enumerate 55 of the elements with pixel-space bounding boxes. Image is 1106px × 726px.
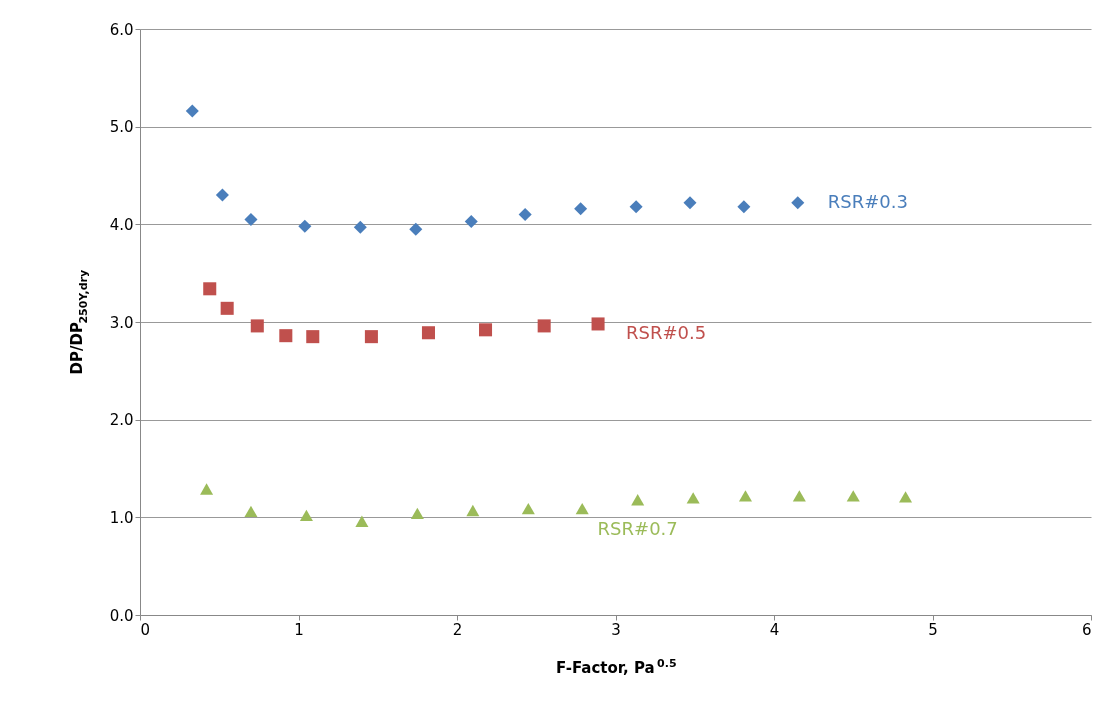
series-label: RSR#0.5 bbox=[626, 321, 707, 343]
point bbox=[899, 491, 913, 503]
point bbox=[738, 490, 752, 502]
point bbox=[591, 317, 605, 331]
point bbox=[792, 490, 806, 502]
y-tick-label: 5.0 bbox=[109, 118, 134, 137]
point bbox=[353, 220, 367, 234]
point bbox=[220, 301, 234, 315]
point bbox=[298, 219, 312, 233]
point bbox=[215, 188, 229, 202]
point bbox=[629, 200, 643, 214]
point bbox=[355, 515, 369, 527]
point bbox=[737, 200, 751, 214]
point bbox=[479, 323, 493, 337]
x-tick-label: 0 bbox=[140, 620, 151, 639]
point bbox=[421, 326, 435, 340]
point bbox=[791, 196, 805, 210]
point bbox=[203, 282, 217, 296]
y-tick-label: 3.0 bbox=[109, 313, 134, 332]
x-tick-label: 6 bbox=[1081, 620, 1092, 639]
x-tick-label: 4 bbox=[769, 620, 780, 639]
point bbox=[244, 212, 258, 226]
point bbox=[574, 202, 588, 216]
x-tick-label: 5 bbox=[928, 620, 938, 639]
point bbox=[306, 330, 320, 344]
point bbox=[185, 104, 199, 118]
y-tick-label: 1.0 bbox=[109, 508, 134, 527]
x-tick-label: 1 bbox=[294, 620, 304, 639]
point bbox=[575, 502, 589, 515]
point bbox=[631, 494, 645, 506]
point bbox=[683, 196, 697, 210]
series-label: RSR#0.3 bbox=[827, 190, 908, 212]
point bbox=[279, 329, 293, 343]
y-axis-title: DP/DP250Y,dry bbox=[68, 269, 90, 375]
y-tick-label: 6.0 bbox=[109, 20, 134, 39]
point bbox=[846, 490, 860, 502]
point bbox=[244, 505, 258, 518]
y-tick-label: 2.0 bbox=[109, 411, 134, 430]
point bbox=[537, 319, 551, 333]
point bbox=[521, 502, 535, 515]
point bbox=[466, 504, 480, 517]
point bbox=[250, 319, 264, 333]
x-tick-label: 2 bbox=[452, 620, 463, 639]
point bbox=[518, 208, 532, 222]
point bbox=[299, 509, 313, 522]
series-label: RSR#0.7 bbox=[597, 517, 678, 539]
point bbox=[200, 483, 214, 495]
y-tick-label: 0.0 bbox=[109, 606, 134, 625]
point bbox=[364, 330, 378, 344]
point bbox=[686, 492, 700, 504]
x-tick-label: 3 bbox=[611, 620, 621, 639]
point bbox=[409, 222, 423, 236]
point bbox=[410, 507, 424, 520]
point bbox=[464, 214, 478, 228]
y-tick-label: 4.0 bbox=[109, 215, 134, 234]
